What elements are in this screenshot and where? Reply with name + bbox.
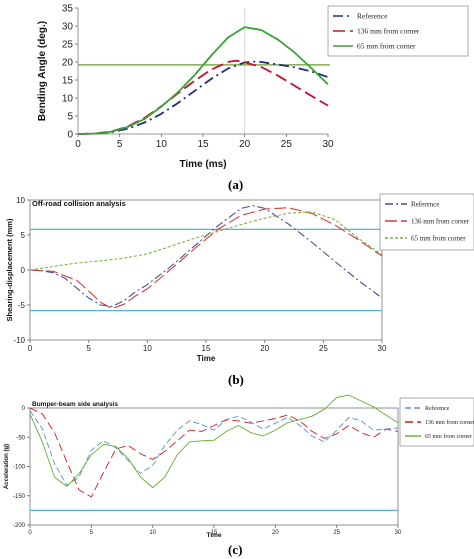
legend-label-1: Reference	[411, 200, 439, 208]
x-tick-label: 5	[117, 139, 123, 150]
y-tick-label: -10	[13, 336, 25, 345]
y-tick-label: 30	[62, 22, 74, 33]
legend-label-3: 65 mm from corner	[425, 433, 472, 440]
legend-label-1: Reference	[425, 405, 450, 412]
y-tick-label: 0	[21, 266, 26, 275]
plot-area	[29, 199, 383, 341]
series-line-3	[29, 394, 399, 489]
chart-bending-angle: 0 5 10 15 20 25 30 0 5 10 15 20 25 30 35 Time (ms) Bendi…	[37, 4, 469, 170]
x-tick-label: 10	[156, 139, 168, 150]
y-tick-label: -150	[13, 494, 26, 500]
series-line-2	[77, 59, 329, 135]
legend-label-1: Reference	[357, 12, 388, 21]
caption-b: (b)	[228, 372, 244, 387]
y-tick-label: -200	[13, 523, 26, 529]
x-tick-label: 30	[322, 139, 334, 150]
y-tick-label: -5	[18, 301, 26, 310]
x-axis-label: Time	[197, 354, 216, 363]
x-tick-label: 15	[202, 344, 211, 353]
y-tick-label: -50	[16, 435, 25, 441]
legend-label-2: 136 mm from corner	[357, 27, 420, 36]
y-tick-label: 10	[62, 94, 74, 105]
x-tick-label: 30	[395, 530, 402, 536]
legend-label-2: 136 mm from corner	[425, 419, 474, 426]
x-tick-label: 25	[333, 530, 340, 536]
chart-title: Bumper-beam side analysis	[32, 401, 118, 408]
x-tick-label: 0	[28, 530, 32, 536]
x-tick-label: 5	[90, 530, 94, 536]
legend-label-3: 65 mm from corner	[411, 234, 466, 242]
legend-label-2: 136 mm from corner	[411, 217, 470, 225]
x-tick-label: 15	[197, 139, 209, 150]
chart-off-road-collision: 0 5 10 15 20 25 30 -10 -5 0 5 10 Time Shearing-displa…	[5, 193, 474, 363]
x-tick-label: 0	[28, 344, 33, 353]
y-tick-label: -100	[13, 465, 26, 471]
y-tick-label: 25	[62, 40, 74, 51]
y-tick-label: 10	[16, 196, 25, 205]
x-tick-label: 10	[143, 344, 152, 353]
series-line-1	[29, 205, 383, 307]
legend-box	[399, 397, 474, 447]
y-tick-label: 0	[22, 406, 26, 412]
x-tick-label: 20	[239, 139, 251, 150]
y-axis-label: Bending Angle (deg.)	[37, 21, 48, 121]
series-line-3	[29, 211, 383, 271]
caption-a: (a)	[228, 177, 244, 192]
x-axis-label: Time	[206, 532, 221, 539]
legend-label-3: 65 mm from corner	[357, 42, 416, 51]
series-line-1	[77, 60, 329, 135]
chart-bumper-beam-side: 0 5 10 15 20 25 30 -200 -150 -100 -50 0 Time Accelera…	[4, 394, 474, 539]
caption-c: (c)	[228, 542, 243, 557]
y-tick-label: 5	[67, 112, 73, 123]
x-tick-label: 30	[378, 344, 387, 353]
series-line-2	[29, 407, 399, 498]
x-tick-label: 0	[75, 139, 81, 150]
legend-box	[379, 193, 474, 251]
y-tick-label: 20	[62, 58, 74, 69]
y-tick-label: 35	[62, 4, 74, 15]
y-tick-label: 15	[62, 76, 74, 87]
x-tick-label: 15	[211, 530, 218, 536]
chart-title: Off-road collision analysis	[32, 199, 126, 208]
series-line-3	[77, 26, 329, 135]
series-line-2	[29, 207, 383, 310]
x-tick-label: 20	[260, 344, 269, 353]
plot-area	[78, 8, 328, 134]
x-tick-label: 25	[319, 344, 328, 353]
x-tick-label: 25	[281, 139, 293, 150]
x-tick-label: 5	[86, 344, 91, 353]
y-axis-label: Shearing-displacement (mm)	[5, 218, 14, 321]
y-axis-label: Acceleration (g)	[4, 444, 10, 489]
series-line-1	[29, 410, 399, 486]
x-tick-label: 20	[272, 530, 279, 536]
y-tick-label: 5	[21, 231, 26, 240]
x-axis-label: Time (ms)	[179, 159, 226, 170]
y-tick-label: 0	[67, 130, 73, 141]
x-tick-label: 10	[149, 530, 156, 536]
